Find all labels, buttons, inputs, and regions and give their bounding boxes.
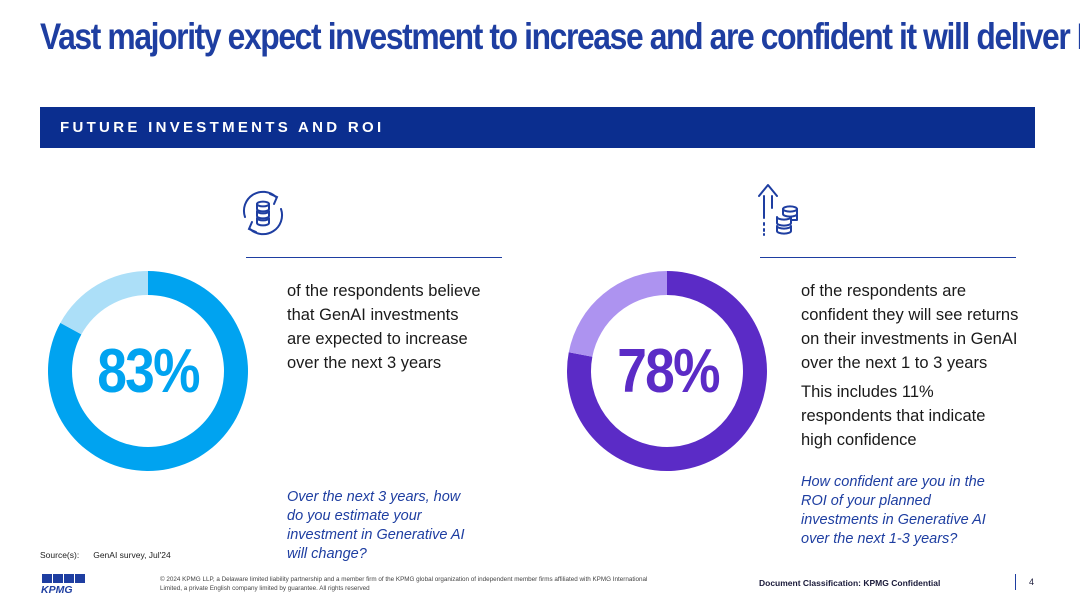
question-line: investments in Generative AI <box>801 512 986 528</box>
question-line: over the next 1-3 years? <box>801 531 958 547</box>
investment-survey-question: Over the next 3 years, how do you estima… <box>287 488 465 564</box>
footer-separator <box>1015 574 1016 590</box>
donut-chart-roi <box>567 271 767 471</box>
donut-slice-remainder <box>568 271 667 357</box>
description-line: over the next 3 years <box>287 354 442 372</box>
roi-survey-question: How confident are you in the ROI of your… <box>801 473 986 549</box>
investment-description: of the respondents believe that GenAI in… <box>287 279 481 375</box>
question-line: How confident are you in the <box>801 474 985 490</box>
roi-description: of the respondents are confident they wi… <box>801 279 1018 375</box>
description-line: of the respondents are <box>801 282 967 300</box>
section-banner-label: FUTURE INVESTMENTS AND ROI <box>60 119 385 136</box>
donut-slice-remainder <box>60 271 148 335</box>
source-note: Source(s): GenAI survey, Jul'24 <box>40 550 185 560</box>
kpmg-logo-text: KPMG <box>41 584 73 594</box>
description-line: on their investments in GenAI <box>801 330 1018 348</box>
donut-label-investment: 83% <box>97 337 200 406</box>
divider-left <box>246 257 502 258</box>
description-line: of the respondents believe <box>287 282 481 300</box>
document-classification: Document Classification: KPMG Confidenti… <box>759 578 941 588</box>
donut-chart-investment <box>48 271 248 471</box>
description-line: high confidence <box>801 431 917 449</box>
donut-label-roi: 78% <box>617 337 720 406</box>
page-number: 4 <box>1029 577 1035 587</box>
copyright-line: © 2024 KPMG LLP, a Delaware limited liab… <box>160 576 648 583</box>
question-line: do you estimate your <box>287 508 422 524</box>
copyright-line: Limited, a private English company limit… <box>160 585 370 592</box>
question-line: ROI of your planned <box>801 493 931 509</box>
question-line: investment in Generative AI <box>287 527 465 543</box>
section-banner: FUTURE INVESTMENTS AND ROI <box>40 107 1035 148</box>
description-line: respondents that indicate <box>801 407 986 425</box>
coins-cycle-icon <box>242 190 284 236</box>
source-value: GenAI survey, Jul'24 <box>93 550 171 560</box>
divider-right <box>760 257 1016 258</box>
kpmg-logo: KPMG <box>41 574 85 594</box>
description-line: This includes 11% <box>801 383 934 401</box>
roi-high-confidence-note: This includes 11% respondents that indic… <box>801 380 985 452</box>
description-line: over the next 1 to 3 years <box>801 354 988 372</box>
question-line: Over the next 3 years, how <box>287 489 461 505</box>
description-line: are expected to increase <box>287 330 468 348</box>
arrow-up-coins-icon <box>758 184 798 236</box>
source-label: Source(s): <box>40 550 80 560</box>
description-line: confident they will see returns <box>801 306 1019 324</box>
description-line: that GenAI investments <box>287 306 459 324</box>
page-title: Vast majority expect investment to incre… <box>40 16 1080 57</box>
question-line: will change? <box>287 546 367 562</box>
copyright-notice: © 2024 KPMG LLP, a Delaware limited liab… <box>160 575 700 593</box>
